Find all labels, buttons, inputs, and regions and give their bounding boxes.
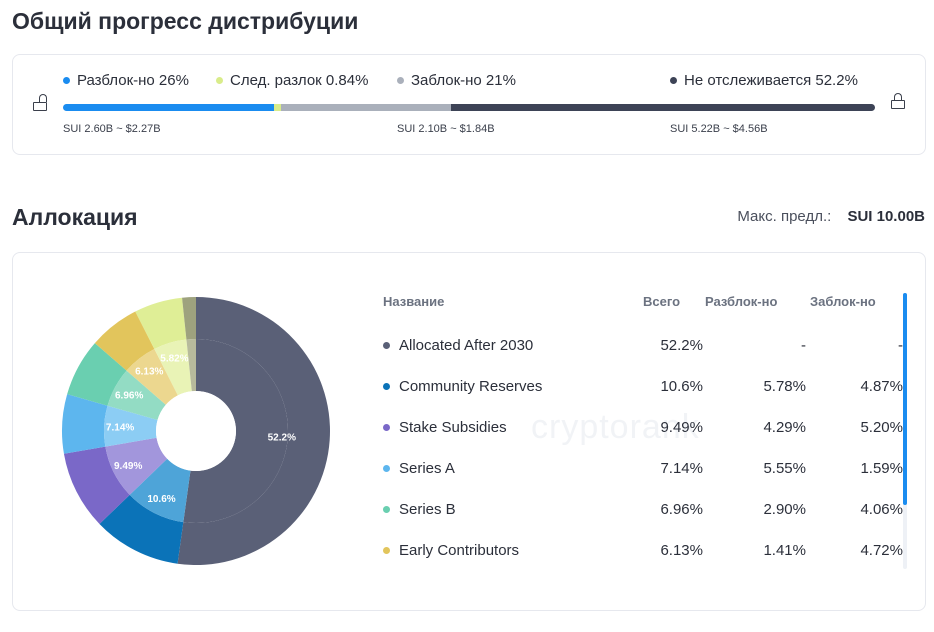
row-total: 10.6% [660, 378, 703, 395]
pie-slice-inner[interactable] [129, 458, 191, 523]
row-color-dot [383, 342, 390, 349]
allocation-title: Аллокация [12, 204, 138, 230]
table-row[interactable]: Allocated After 2030 52.2% - - [383, 337, 903, 359]
pie-slice-inner[interactable] [107, 370, 166, 421]
legend-untracked: Не отслеживается 52.2% [670, 72, 858, 89]
table-row[interactable]: Series B 6.96% 2.90% 4.06% [383, 501, 903, 523]
column-header-total: Всего [643, 294, 681, 309]
legend-locked: Заблок-но 21% [397, 72, 516, 89]
row-locked: 4.72% [860, 542, 903, 559]
distribution-progress-bar [63, 104, 875, 111]
row-locked: 1.59% [860, 460, 903, 477]
allocation-card: cryptorank 52.2% 10.6% 9.49% 7.14% 6.96% 6.13… [12, 252, 926, 611]
pie-slice-outer[interactable] [94, 311, 155, 371]
pie-slice-outer[interactable] [63, 446, 130, 524]
row-total: 9.49% [660, 419, 703, 436]
progress-next-unlock-segment [274, 104, 281, 111]
locked-amount: SUI 2.10B ~ $1.84B [397, 123, 495, 135]
row-unlocked: 5.78% [763, 378, 806, 395]
row-locked: 4.06% [860, 501, 903, 518]
row-color-dot [383, 506, 390, 513]
max-supply-label: Макс. предл.: [737, 208, 832, 225]
legend-locked-label: Заблок-но 21% [411, 72, 516, 89]
legend-dot [216, 77, 223, 84]
legend-dot [670, 77, 677, 84]
legend-unlocked-label: Разблок-но 26% [77, 72, 189, 89]
distribution-title: Общий прогресс дистрибуции [12, 8, 359, 34]
row-total: 6.13% [660, 542, 703, 559]
table-scrollbar[interactable] [903, 293, 907, 569]
table-row[interactable]: Series A 7.14% 5.55% 1.59% [383, 460, 903, 482]
pie-data-label: 7.14% [106, 422, 134, 433]
row-name: Allocated After 2030 [399, 337, 534, 354]
legend-next-unlock-label: След. разлок 0.84% [230, 72, 369, 89]
progress-untracked-segment [451, 104, 875, 111]
row-unlocked: 5.55% [763, 460, 806, 477]
pie-data-label: 5.82% [160, 354, 188, 365]
pie-slice-outer[interactable] [99, 494, 184, 564]
row-locked: 4.87% [860, 378, 903, 395]
row-total: 7.14% [660, 460, 703, 477]
table-row[interactable]: Early Contributors 6.13% 1.41% 4.72% [383, 542, 903, 564]
watermark: cryptorank [531, 408, 700, 446]
pie-slice-outer[interactable] [67, 343, 127, 406]
pie-slice-inner[interactable] [104, 405, 158, 447]
legend-dot [397, 77, 404, 84]
row-total: 6.96% [660, 501, 703, 518]
row-locked: 5.20% [860, 419, 903, 436]
row-color-dot [383, 424, 390, 431]
max-supply-value: SUI 10.00B [847, 208, 925, 225]
row-name: Series B [399, 501, 456, 518]
progress-locked-segment [280, 104, 452, 111]
row-color-dot [383, 383, 390, 390]
row-unlocked: 2.90% [763, 501, 806, 518]
pie-slice-outer[interactable] [177, 297, 330, 565]
pie-slice-inner[interactable] [154, 339, 192, 396]
untracked-amount: SUI 5.22B ~ $4.56B [670, 123, 768, 135]
legend-unlocked: Разблок-но 26% [63, 72, 189, 89]
column-header-unlocked: Разблок-но [705, 294, 778, 309]
max-supply: Макс. предл.: SUI 10.00B [737, 208, 925, 225]
allocation-pie-chart: 52.2% 10.6% 9.49% 7.14% 6.96% 6.13% 5.82% [62, 297, 330, 565]
pie-data-label: 52.2% [268, 432, 296, 443]
table-row[interactable]: Stake Subsidies 9.49% 4.29% 5.20% [383, 419, 903, 441]
pie-slice-inner[interactable] [186, 339, 196, 392]
pie-data-label: 6.13% [135, 367, 163, 378]
row-total: 52.2% [660, 337, 703, 354]
legend-dot [63, 77, 70, 84]
row-name: Community Reserves [399, 378, 543, 395]
pie-slice-outer[interactable] [62, 394, 108, 454]
pie-slice-outer[interactable] [135, 297, 187, 349]
row-name: Early Contributors [399, 542, 520, 559]
table-row[interactable]: Community Reserves 10.6% 5.78% 4.87% [383, 378, 903, 400]
pie-slice-inner[interactable] [105, 437, 168, 495]
pie-slice-inner[interactable] [183, 339, 288, 523]
unlocked-amount: SUI 2.60B ~ $2.27B [63, 123, 161, 135]
row-unlocked: - [801, 337, 806, 354]
table-scrollbar-thumb[interactable] [903, 293, 907, 505]
row-name: Series A [399, 460, 455, 477]
progress-unlocked-segment [63, 104, 275, 111]
column-header-name: Название [383, 294, 445, 309]
pie-slice-outer[interactable] [182, 297, 196, 340]
row-color-dot [383, 547, 390, 554]
pie-data-label: 9.49% [114, 461, 142, 472]
pie-data-label: 6.96% [115, 390, 143, 401]
unlock-icon [33, 94, 47, 111]
row-color-dot [383, 465, 390, 472]
column-header-locked: Заблок-но [810, 294, 876, 309]
legend-next-unlock: След. разлок 0.84% [216, 72, 368, 89]
lock-icon [891, 93, 905, 109]
row-locked: - [898, 337, 903, 354]
legend-untracked-label: Не отслеживается 52.2% [684, 72, 858, 89]
pie-data-label: 10.6% [147, 494, 175, 505]
row-name: Stake Subsidies [399, 419, 507, 436]
distribution-card: Разблок-но 26% След. разлок 0.84% Заблок… [12, 54, 926, 155]
row-unlocked: 1.41% [763, 542, 806, 559]
pie-slice-inner[interactable] [126, 348, 178, 405]
pie-center-hole [156, 391, 236, 471]
row-unlocked: 4.29% [763, 419, 806, 436]
